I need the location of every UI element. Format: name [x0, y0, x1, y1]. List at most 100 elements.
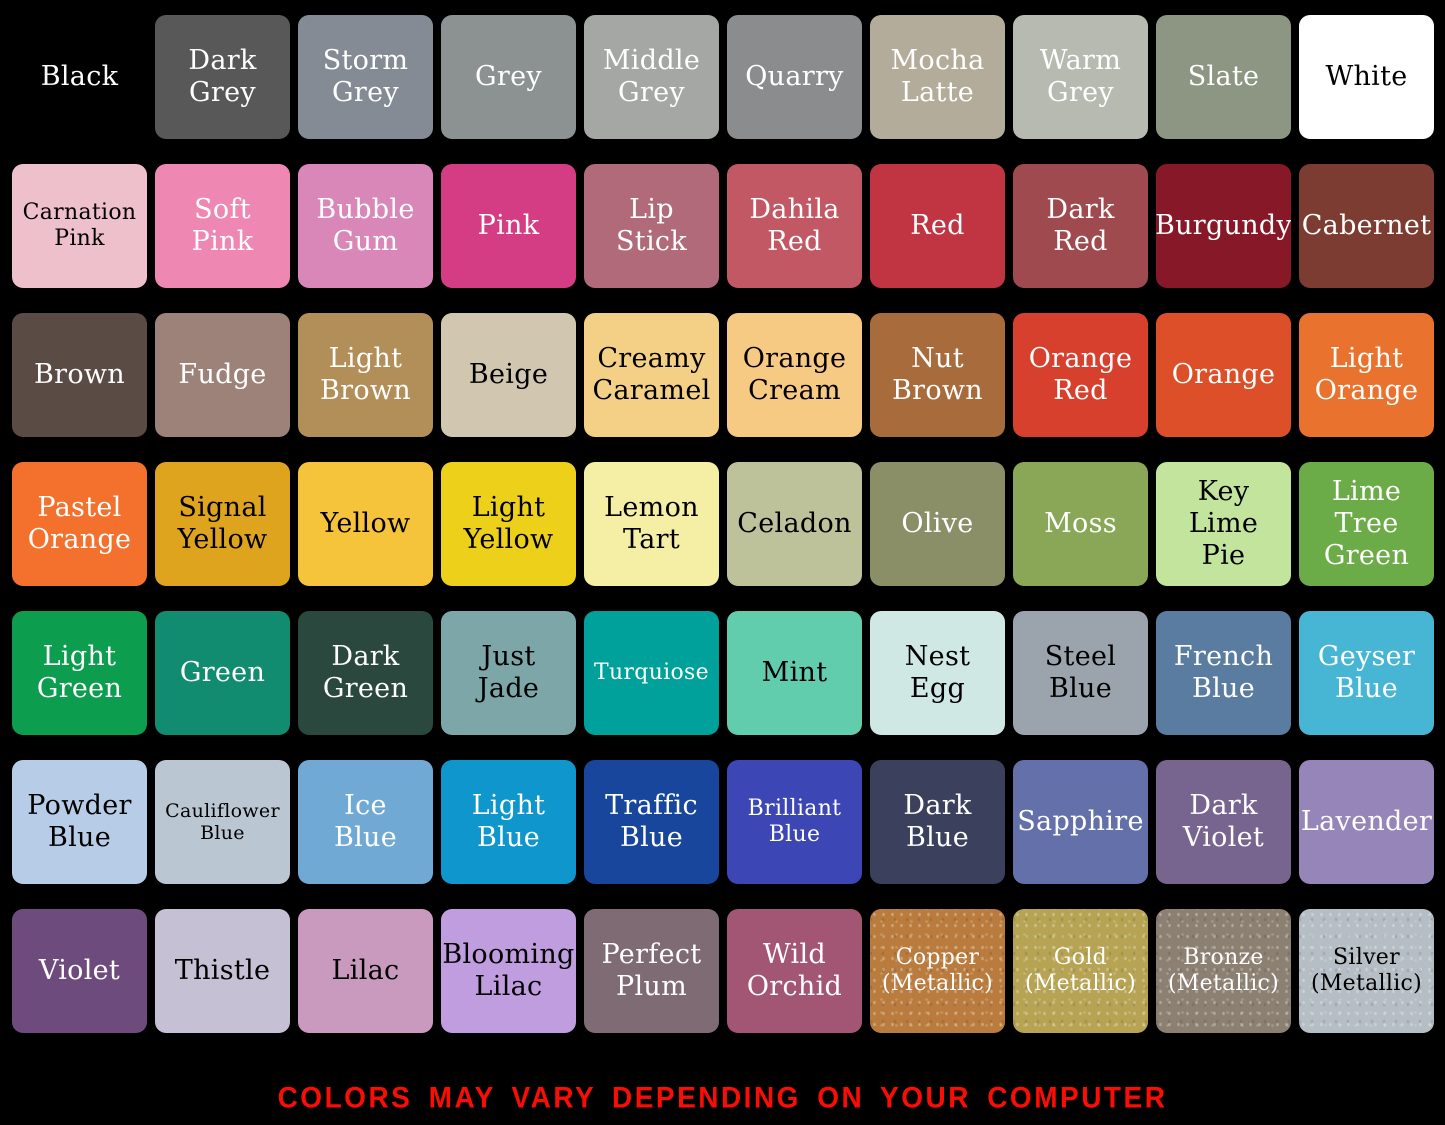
color-swatch-perfect-plum: Perfect Plum	[584, 909, 719, 1033]
color-swatch-dark-violet: Dark Violet	[1156, 760, 1291, 884]
color-swatch-label: French Blue	[1173, 641, 1274, 704]
color-swatch-label: Wild Orchid	[746, 939, 843, 1002]
color-swatch-label: Mocha Latte	[890, 45, 985, 108]
color-swatch-dark-green: Dark Green	[298, 611, 433, 735]
color-swatch-label: Lemon Tart	[604, 492, 699, 555]
color-swatch-label: Copper (Metallic)	[881, 945, 994, 996]
color-swatch-wild-orchid: Wild Orchid	[727, 909, 862, 1033]
color-swatch-celadon: Celadon	[727, 462, 862, 586]
color-swatch-gold-metallic: Gold (Metallic)	[1013, 909, 1148, 1033]
color-swatch-label: Fudge	[178, 359, 267, 391]
color-swatch-nest-egg: Nest Egg	[870, 611, 1005, 735]
color-swatch-label: Turquiose	[594, 660, 709, 686]
color-swatch-powder-blue: Powder Blue	[12, 760, 147, 884]
color-swatch-label: Orange Cream	[742, 343, 847, 406]
color-swatch-label: Orange	[1171, 359, 1276, 391]
color-swatch-label: Brown	[33, 359, 125, 391]
color-swatch-label: Cauliflower Blue	[165, 799, 280, 844]
color-swatch-ice-blue: Ice Blue	[298, 760, 433, 884]
footer-warning-text: COLORS MAY VARY DEPENDING ON YOUR COMPUT…	[277, 1081, 1168, 1114]
color-swatch-label: Yellow	[320, 508, 411, 540]
color-swatch-label: Nut Brown	[891, 343, 983, 406]
color-swatch-label: Burgundy	[1156, 210, 1291, 242]
color-swatch-dahila-red: Dahila Red	[727, 164, 862, 288]
color-swatch-soft-pink: Soft Pink	[155, 164, 290, 288]
color-swatch-nut-brown: Nut Brown	[870, 313, 1005, 437]
color-swatch-label: Blooming Lilac	[442, 939, 575, 1002]
color-swatch-label: Moss	[1044, 508, 1117, 540]
color-swatch-label: Warm Grey	[1039, 45, 1122, 108]
color-swatch-pastel-orange: Pastel Orange	[12, 462, 147, 586]
color-swatch-middle-grey: Middle Grey	[584, 15, 719, 139]
color-swatch-geyser-blue: Geyser Blue	[1299, 611, 1434, 735]
color-swatch-light-yellow: Light Yellow	[441, 462, 576, 586]
color-swatch-label: Bronze (Metallic)	[1167, 945, 1280, 996]
color-swatch-label: Creamy Caramel	[592, 343, 711, 406]
color-swatch-brilliant-blue: Brilliant Blue	[727, 760, 862, 884]
color-swatch-label: Carnation Pink	[22, 200, 137, 251]
color-swatch-dark-red: Dark Red	[1013, 164, 1148, 288]
color-swatch-label: Celadon	[737, 508, 852, 540]
color-swatch-lemon-tart: Lemon Tart	[584, 462, 719, 586]
color-swatch-label: Orange Red	[1028, 343, 1133, 406]
color-swatch-light-brown: Light Brown	[298, 313, 433, 437]
color-swatch-orange-red: Orange Red	[1013, 313, 1148, 437]
color-swatch-mocha-latte: Mocha Latte	[870, 15, 1005, 139]
color-swatch-pink: Pink	[441, 164, 576, 288]
color-swatch-label: Dahila Red	[749, 194, 840, 257]
color-swatch-lime-tree-green: Lime Tree Green	[1299, 462, 1434, 586]
color-swatch-green: Green	[155, 611, 290, 735]
color-swatch-fudge: Fudge	[155, 313, 290, 437]
color-swatch-silver-metallic: Silver (Metallic)	[1299, 909, 1434, 1033]
color-swatch-label: Pink	[477, 210, 540, 242]
color-swatch-label: Black	[40, 61, 119, 93]
color-swatch-orange-cream: Orange Cream	[727, 313, 862, 437]
color-swatch-label: Gold (Metallic)	[1024, 945, 1137, 996]
color-swatch-copper-metallic: Copper (Metallic)	[870, 909, 1005, 1033]
color-swatch-lilac: Lilac	[298, 909, 433, 1033]
color-swatch-red: Red	[870, 164, 1005, 288]
color-swatch-label: Lip Stick	[616, 194, 687, 257]
color-swatch-label: Middle Grey	[602, 45, 701, 108]
color-swatch-moss: Moss	[1013, 462, 1148, 586]
color-swatch-label: Lilac	[331, 955, 400, 987]
color-swatch-beige: Beige	[441, 313, 576, 437]
color-swatch-key-lime-pie: Key Lime Pie	[1156, 462, 1291, 586]
color-swatch-warm-grey: Warm Grey	[1013, 15, 1148, 139]
color-swatch-label: Grey	[475, 61, 542, 93]
color-swatch-orange: Orange	[1156, 313, 1291, 437]
color-swatch-label: Red	[910, 210, 965, 242]
color-swatch-label: Quarry	[745, 61, 844, 93]
color-swatch-label: Olive	[901, 508, 974, 540]
color-swatch-light-green: Light Green	[12, 611, 147, 735]
color-swatch-label: Signal Yellow	[177, 492, 268, 555]
color-swatch-label: Slate	[1187, 61, 1260, 93]
color-swatch-bubble-gum: Bubble Gum	[298, 164, 433, 288]
color-swatch-label: Just Jade	[477, 641, 540, 704]
color-swatch-label: Perfect Plum	[601, 939, 702, 1002]
color-swatch-violet: Violet	[12, 909, 147, 1033]
color-swatch-label: Thistle	[174, 955, 271, 987]
color-swatch-label: Dark Violet	[1182, 790, 1265, 853]
color-swatch-turquiose: Turquiose	[584, 611, 719, 735]
color-swatch-label: Dark Red	[1046, 194, 1115, 257]
color-swatch-steel-blue: Steel Blue	[1013, 611, 1148, 735]
color-swatch-label: Light Yellow	[463, 492, 554, 555]
color-swatch-label: Green	[179, 657, 266, 689]
color-swatch-label: Lime Tree Green	[1323, 476, 1410, 571]
color-swatch-label: Sapphire	[1017, 806, 1144, 838]
color-swatch-label: Dark Green	[322, 641, 409, 704]
color-swatch-label: White	[1325, 61, 1408, 93]
color-swatch-white: White	[1299, 15, 1434, 139]
color-swatch-dark-grey: Dark Grey	[155, 15, 290, 139]
color-swatch-burgundy: Burgundy	[1156, 164, 1291, 288]
color-swatch-cabernet: Cabernet	[1299, 164, 1434, 288]
color-swatch-label: Traffic Blue	[605, 790, 698, 853]
color-swatch-light-blue: Light Blue	[441, 760, 576, 884]
color-swatch-label: Beige	[468, 359, 549, 391]
color-swatch-label: Dark Grey	[188, 45, 257, 108]
color-swatch-label: Powder Blue	[27, 790, 132, 853]
color-swatch-label: Light Orange	[1314, 343, 1419, 406]
color-swatch-label: Brilliant Blue	[747, 796, 842, 847]
